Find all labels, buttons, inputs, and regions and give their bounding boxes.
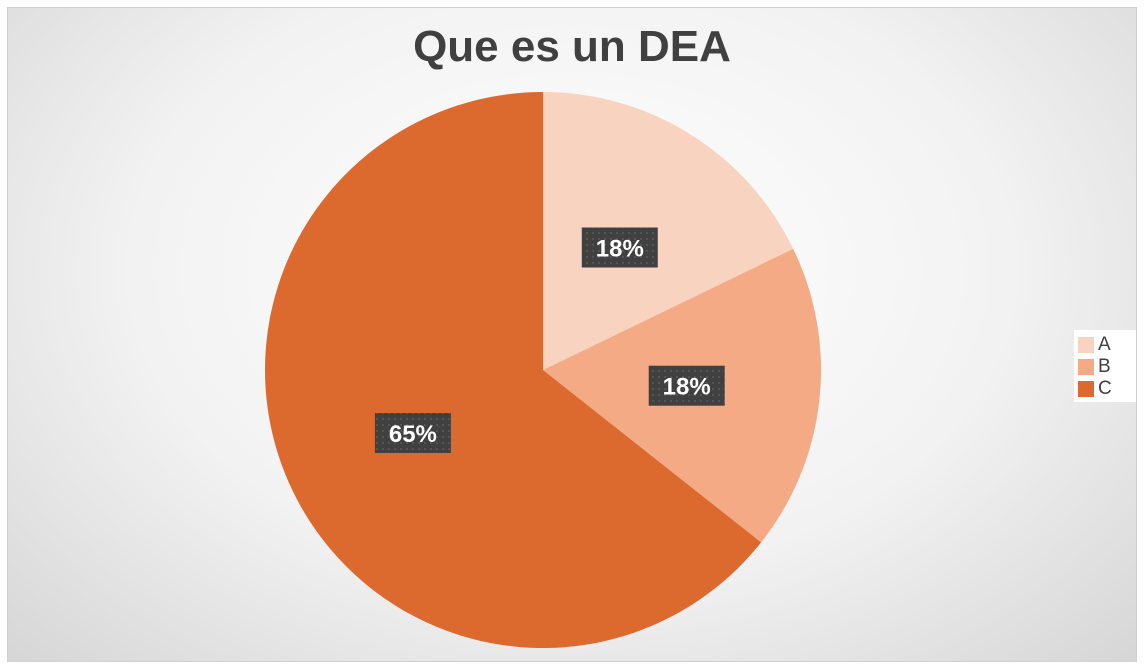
data-label-box-c [374, 413, 451, 454]
pie-slice-a [543, 92, 794, 370]
legend-label-b: B [1098, 356, 1111, 377]
data-label-text-b: 18% [663, 374, 711, 401]
chart-area: Que es un DEA 18% 18% 65% A B C [7, 7, 1137, 662]
legend: A B C [1074, 330, 1136, 402]
legend-label-a: A [1098, 334, 1111, 355]
legend-item-a: A [1078, 334, 1136, 356]
legend-swatch-a [1078, 337, 1094, 353]
legend-item-c: C [1078, 378, 1136, 400]
data-label-text-a: 18% [596, 236, 644, 263]
legend-item-b: B [1078, 356, 1136, 378]
legend-swatch-b [1078, 359, 1094, 375]
data-label-box-a [581, 227, 658, 268]
data-label-a: 18% [581, 227, 658, 268]
pie-chart: 18% 18% 65% [265, 92, 821, 648]
legend-swatch-c [1078, 381, 1094, 397]
data-label-text-c: 65% [389, 421, 437, 448]
chart-title: Que es un DEA [413, 22, 731, 71]
data-label-c: 65% [374, 413, 451, 454]
data-label-b: 18% [648, 365, 725, 406]
legend-label-c: C [1098, 378, 1112, 399]
pie-slice-c [265, 92, 762, 648]
data-label-box-b [648, 365, 725, 406]
